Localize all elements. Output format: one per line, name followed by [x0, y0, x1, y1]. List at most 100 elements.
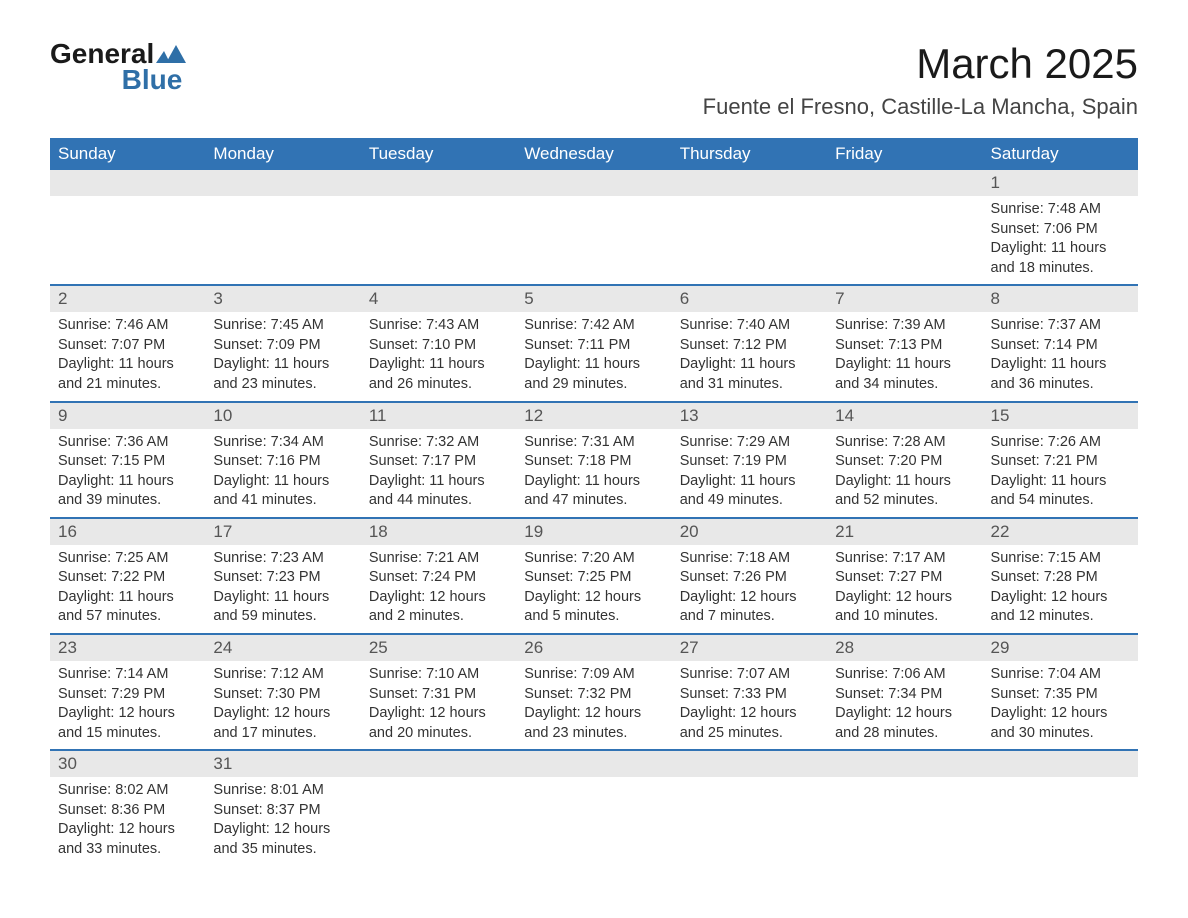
day-number: 15: [983, 403, 1138, 429]
day-body: Sunrise: 7:20 AMSunset: 7:25 PMDaylight:…: [516, 545, 671, 633]
day-number: 3: [205, 286, 360, 312]
brand-logo: General Blue: [50, 40, 186, 94]
day-sunrise: Sunrise: 7:17 AM: [835, 549, 974, 569]
day-header: Thursday: [672, 138, 827, 170]
day-day1: Daylight: 11 hours: [680, 472, 819, 492]
calendar-cell: 17Sunrise: 7:23 AMSunset: 7:23 PMDayligh…: [205, 518, 360, 634]
day-body: Sunrise: 7:09 AMSunset: 7:32 PMDaylight:…: [516, 661, 671, 749]
day-day2: and 41 minutes.: [213, 491, 352, 511]
day-body: Sunrise: 7:46 AMSunset: 7:07 PMDaylight:…: [50, 312, 205, 400]
day-sunset: Sunset: 8:37 PM: [213, 801, 352, 821]
day-sunrise: Sunrise: 8:01 AM: [213, 781, 352, 801]
day-day1: Daylight: 12 hours: [680, 588, 819, 608]
day-body: Sunrise: 7:04 AMSunset: 7:35 PMDaylight:…: [983, 661, 1138, 749]
day-day1: Daylight: 11 hours: [991, 472, 1130, 492]
day-sunrise: Sunrise: 7:29 AM: [680, 433, 819, 453]
day-header: Sunday: [50, 138, 205, 170]
day-body: Sunrise: 8:02 AMSunset: 8:36 PMDaylight:…: [50, 777, 205, 865]
day-body: [672, 777, 827, 855]
day-number: 10: [205, 403, 360, 429]
day-sunset: Sunset: 7:22 PM: [58, 568, 197, 588]
day-sunrise: Sunrise: 7:45 AM: [213, 316, 352, 336]
day-day1: Daylight: 11 hours: [991, 355, 1130, 375]
day-header: Saturday: [983, 138, 1138, 170]
day-number: 19: [516, 519, 671, 545]
day-sunset: Sunset: 7:31 PM: [369, 685, 508, 705]
calendar-cell: 5Sunrise: 7:42 AMSunset: 7:11 PMDaylight…: [516, 285, 671, 401]
day-day2: and 33 minutes.: [58, 840, 197, 860]
calendar-cell: 23Sunrise: 7:14 AMSunset: 7:29 PMDayligh…: [50, 634, 205, 750]
day-sunset: Sunset: 7:09 PM: [213, 336, 352, 356]
brand-flag-icon: [156, 43, 186, 65]
day-body: Sunrise: 7:07 AMSunset: 7:33 PMDaylight:…: [672, 661, 827, 749]
day-body: Sunrise: 7:26 AMSunset: 7:21 PMDaylight:…: [983, 429, 1138, 517]
day-day1: Daylight: 11 hours: [369, 355, 508, 375]
calendar-cell: 7Sunrise: 7:39 AMSunset: 7:13 PMDaylight…: [827, 285, 982, 401]
day-day1: Daylight: 12 hours: [680, 704, 819, 724]
day-header: Friday: [827, 138, 982, 170]
day-day2: and 31 minutes.: [680, 375, 819, 395]
day-day2: and 15 minutes.: [58, 724, 197, 744]
day-sunset: Sunset: 7:35 PM: [991, 685, 1130, 705]
calendar-week-row: 16Sunrise: 7:25 AMSunset: 7:22 PMDayligh…: [50, 518, 1138, 634]
day-day1: Daylight: 11 hours: [680, 355, 819, 375]
calendar-cell: 3Sunrise: 7:45 AMSunset: 7:09 PMDaylight…: [205, 285, 360, 401]
calendar-cell: [205, 170, 360, 285]
day-sunrise: Sunrise: 7:04 AM: [991, 665, 1130, 685]
day-day2: and 26 minutes.: [369, 375, 508, 395]
day-day2: and 23 minutes.: [213, 375, 352, 395]
day-day2: and 7 minutes.: [680, 607, 819, 627]
day-day2: and 18 minutes.: [991, 259, 1130, 279]
calendar-table: Sunday Monday Tuesday Wednesday Thursday…: [50, 138, 1138, 866]
calendar-cell: 16Sunrise: 7:25 AMSunset: 7:22 PMDayligh…: [50, 518, 205, 634]
day-number: 30: [50, 751, 205, 777]
day-sunrise: Sunrise: 7:37 AM: [991, 316, 1130, 336]
day-sunrise: Sunrise: 7:09 AM: [524, 665, 663, 685]
calendar-cell: [827, 750, 982, 865]
day-sunset: Sunset: 7:34 PM: [835, 685, 974, 705]
day-sunset: Sunset: 7:32 PM: [524, 685, 663, 705]
calendar-cell: 14Sunrise: 7:28 AMSunset: 7:20 PMDayligh…: [827, 402, 982, 518]
day-header: Wednesday: [516, 138, 671, 170]
day-body: Sunrise: 7:29 AMSunset: 7:19 PMDaylight:…: [672, 429, 827, 517]
calendar-cell: 26Sunrise: 7:09 AMSunset: 7:32 PMDayligh…: [516, 634, 671, 750]
day-day1: Daylight: 12 hours: [58, 704, 197, 724]
day-body: [50, 196, 205, 274]
day-body: Sunrise: 7:18 AMSunset: 7:26 PMDaylight:…: [672, 545, 827, 633]
day-number: 7: [827, 286, 982, 312]
calendar-cell: [50, 170, 205, 285]
day-day2: and 30 minutes.: [991, 724, 1130, 744]
calendar-cell: 31Sunrise: 8:01 AMSunset: 8:37 PMDayligh…: [205, 750, 360, 865]
day-body: Sunrise: 7:43 AMSunset: 7:10 PMDaylight:…: [361, 312, 516, 400]
day-body: [516, 196, 671, 274]
calendar-cell: 10Sunrise: 7:34 AMSunset: 7:16 PMDayligh…: [205, 402, 360, 518]
calendar-cell: [672, 170, 827, 285]
day-sunrise: Sunrise: 7:23 AM: [213, 549, 352, 569]
calendar-cell: 18Sunrise: 7:21 AMSunset: 7:24 PMDayligh…: [361, 518, 516, 634]
day-sunrise: Sunrise: 7:42 AM: [524, 316, 663, 336]
day-sunrise: Sunrise: 7:34 AM: [213, 433, 352, 453]
day-day2: and 49 minutes.: [680, 491, 819, 511]
day-day1: Daylight: 12 hours: [991, 704, 1130, 724]
day-sunset: Sunset: 7:20 PM: [835, 452, 974, 472]
day-sunrise: Sunrise: 8:02 AM: [58, 781, 197, 801]
calendar-cell: 25Sunrise: 7:10 AMSunset: 7:31 PMDayligh…: [361, 634, 516, 750]
day-day1: Daylight: 11 hours: [58, 472, 197, 492]
day-number: 13: [672, 403, 827, 429]
calendar-cell: 15Sunrise: 7:26 AMSunset: 7:21 PMDayligh…: [983, 402, 1138, 518]
day-day2: and 23 minutes.: [524, 724, 663, 744]
day-number-bar: [361, 751, 516, 777]
day-day1: Daylight: 11 hours: [213, 472, 352, 492]
day-sunset: Sunset: 7:12 PM: [680, 336, 819, 356]
day-header: Monday: [205, 138, 360, 170]
day-number: 8: [983, 286, 1138, 312]
day-sunrise: Sunrise: 7:43 AM: [369, 316, 508, 336]
day-body: Sunrise: 7:42 AMSunset: 7:11 PMDaylight:…: [516, 312, 671, 400]
day-number-bar: [516, 751, 671, 777]
calendar-cell: [361, 170, 516, 285]
day-number: 14: [827, 403, 982, 429]
day-number: 27: [672, 635, 827, 661]
calendar-cell: 21Sunrise: 7:17 AMSunset: 7:27 PMDayligh…: [827, 518, 982, 634]
day-sunset: Sunset: 7:07 PM: [58, 336, 197, 356]
day-day2: and 25 minutes.: [680, 724, 819, 744]
